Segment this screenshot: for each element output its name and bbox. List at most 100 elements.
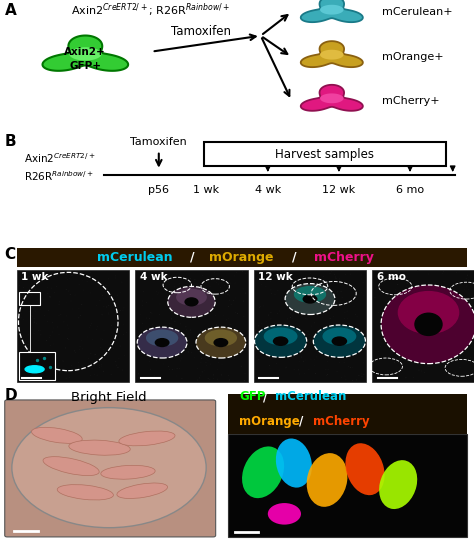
- Point: [331, 271, 338, 279]
- Point: [75, 314, 82, 322]
- Point: [394, 280, 401, 289]
- Point: [401, 301, 408, 310]
- Point: [347, 270, 355, 279]
- Point: [64, 324, 72, 333]
- Point: [143, 298, 150, 307]
- Point: [160, 360, 168, 368]
- Point: [108, 340, 115, 349]
- Point: [160, 325, 167, 334]
- Point: [336, 358, 344, 367]
- Point: [194, 364, 201, 373]
- Point: [455, 279, 463, 288]
- Point: [311, 319, 319, 327]
- Ellipse shape: [57, 484, 113, 500]
- Ellipse shape: [264, 327, 298, 345]
- Point: [182, 325, 190, 334]
- Point: [323, 357, 331, 366]
- Point: [395, 319, 402, 328]
- Point: [120, 303, 128, 312]
- Point: [97, 335, 105, 343]
- Point: [41, 363, 49, 372]
- Point: [241, 376, 248, 384]
- Point: [341, 372, 349, 380]
- Point: [288, 312, 296, 320]
- Point: [295, 299, 303, 307]
- Point: [456, 268, 463, 276]
- Point: [471, 329, 474, 338]
- Point: [271, 267, 279, 276]
- Point: [279, 274, 286, 283]
- Ellipse shape: [119, 431, 175, 446]
- Point: [378, 281, 386, 290]
- Point: [440, 327, 447, 335]
- Point: [100, 283, 108, 292]
- Point: [294, 303, 302, 312]
- Point: [351, 294, 358, 302]
- Point: [419, 341, 426, 350]
- Point: [263, 345, 270, 354]
- Point: [418, 367, 425, 375]
- Point: [174, 302, 182, 310]
- Point: [413, 295, 421, 304]
- Point: [65, 335, 73, 344]
- Point: [457, 293, 465, 302]
- Point: [390, 345, 397, 353]
- Point: [401, 277, 408, 286]
- Ellipse shape: [294, 286, 326, 303]
- Point: [312, 280, 319, 288]
- Point: [266, 361, 273, 370]
- Point: [326, 342, 333, 350]
- Point: [224, 291, 232, 299]
- Point: [83, 333, 91, 341]
- Point: [270, 334, 278, 342]
- Point: [231, 279, 239, 287]
- Point: [166, 365, 173, 374]
- Ellipse shape: [155, 338, 170, 347]
- Point: [185, 295, 193, 304]
- Point: [202, 336, 210, 345]
- Point: [204, 356, 212, 364]
- Point: [226, 376, 233, 384]
- Point: [389, 368, 397, 376]
- Point: [57, 310, 64, 319]
- Point: [78, 336, 85, 345]
- FancyBboxPatch shape: [204, 142, 446, 166]
- Point: [168, 289, 175, 298]
- Point: [404, 273, 411, 281]
- Point: [273, 273, 281, 281]
- Point: [88, 364, 95, 373]
- Text: mOrange: mOrange: [239, 415, 300, 428]
- Point: [239, 285, 247, 293]
- Point: [49, 318, 56, 327]
- Point: [359, 343, 367, 352]
- Point: [307, 269, 314, 278]
- Point: [55, 298, 63, 306]
- Point: [414, 348, 422, 356]
- Point: [210, 335, 217, 343]
- Point: [197, 359, 205, 367]
- Point: [38, 370, 46, 379]
- Text: /: /: [263, 390, 267, 403]
- Point: [22, 363, 30, 372]
- Point: [28, 291, 36, 300]
- Point: [302, 305, 310, 313]
- Point: [298, 311, 306, 320]
- Point: [218, 360, 226, 369]
- Point: [375, 308, 383, 317]
- Point: [99, 345, 107, 354]
- Point: [238, 362, 246, 371]
- Point: [182, 322, 190, 331]
- Point: [373, 368, 380, 377]
- Point: [428, 315, 435, 323]
- Point: [177, 320, 184, 328]
- Point: [218, 370, 225, 379]
- Point: [358, 275, 365, 284]
- Point: [89, 364, 97, 373]
- Point: [312, 369, 319, 378]
- Point: [282, 363, 290, 372]
- Point: [103, 350, 111, 359]
- Point: [391, 323, 399, 332]
- Point: [96, 361, 103, 369]
- Point: [256, 302, 264, 310]
- Point: [63, 374, 70, 382]
